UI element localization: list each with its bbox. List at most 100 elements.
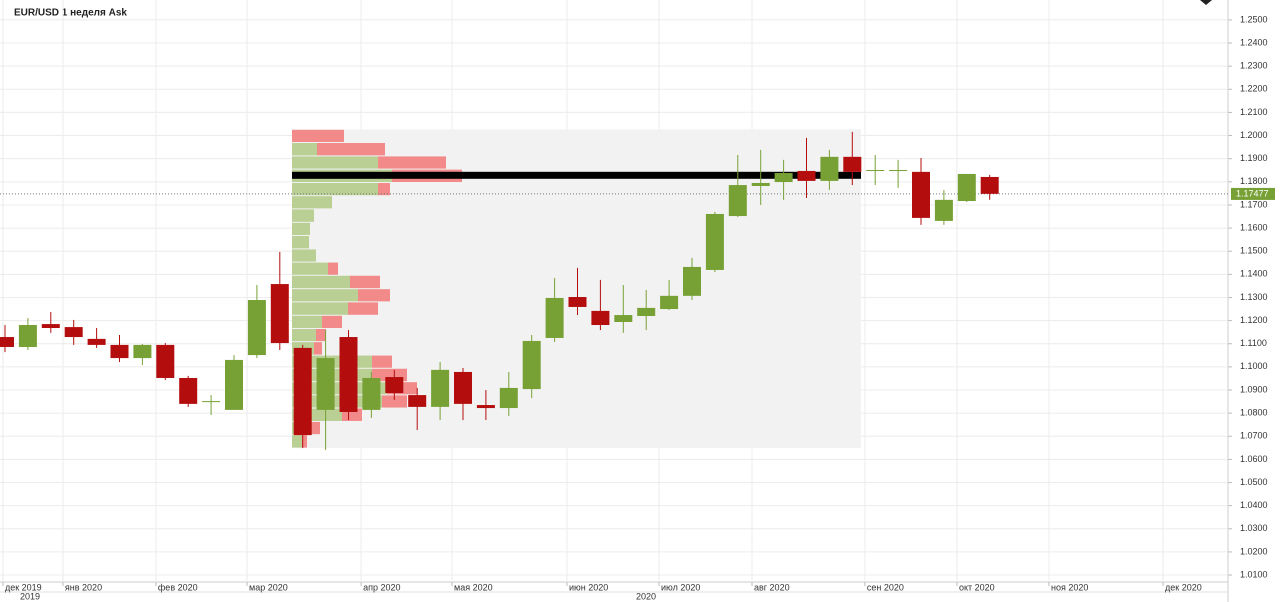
profile-sell: [382, 395, 407, 408]
y-tick-label: 1.1200: [1240, 315, 1268, 325]
candle-body: [934, 199, 953, 221]
profile-buy: [292, 262, 328, 275]
y-tick-label: 1.1700: [1240, 199, 1268, 209]
candle-body: [797, 170, 816, 181]
year-label: 2020: [636, 591, 656, 601]
profile-buy: [292, 275, 350, 289]
y-tick-label: 1.0400: [1240, 500, 1268, 510]
y-tick-label: 1.2300: [1240, 61, 1268, 71]
profile-sell: [378, 156, 446, 169]
profile-sell: [310, 421, 320, 435]
x-tick-label: фев 2020: [158, 582, 198, 592]
profile-buy: [292, 302, 348, 315]
x-tick-label: авг 2020: [754, 582, 790, 592]
candle-body: [225, 359, 243, 410]
profile-buy: [292, 183, 378, 196]
candle-body: [293, 347, 312, 436]
y-tick-label: 1.0500: [1240, 477, 1268, 487]
x-tick-label: дек 2020: [1165, 582, 1202, 592]
candle-body: [247, 300, 266, 356]
profile-sell: [378, 183, 390, 196]
candle-body: [476, 405, 495, 409]
candle-body: [774, 173, 793, 183]
candle-body: [454, 371, 472, 404]
candle-body: [866, 170, 885, 172]
x-tick-label: июн 2020: [569, 582, 608, 592]
candle-body: [568, 297, 587, 307]
candle-body: [545, 297, 564, 338]
candle-body: [705, 213, 724, 270]
y-tick-label: 1.2000: [1240, 130, 1268, 140]
candle-body: [522, 340, 541, 390]
profile-buy: [292, 328, 316, 342]
y-tick-label: 1.2200: [1240, 84, 1268, 94]
candle-body: [362, 377, 381, 410]
candle-body: [499, 387, 518, 409]
y-tick-label: 1.1800: [1240, 176, 1268, 186]
profile-sell: [292, 129, 344, 142]
x-tick-label: окт 2020: [959, 582, 995, 592]
profile-buy: [292, 156, 378, 169]
candle-body: [385, 377, 404, 394]
candle-body: [18, 325, 37, 347]
y-tick-label: 1.1100: [1240, 338, 1267, 348]
x-tick-label: июл 2020: [661, 582, 700, 592]
profile-sell: [350, 275, 380, 289]
y-tick-label: 1.2400: [1240, 37, 1268, 47]
x-tick-label: сен 2020: [867, 582, 904, 592]
chart-title: EUR/USD 1 неделя Ask: [14, 8, 127, 19]
y-tick-label: 1.1000: [1240, 361, 1268, 371]
x-tick-label: апр 2020: [363, 582, 400, 592]
profile-sell: [314, 342, 322, 355]
y-tick-label: 1.1500: [1240, 246, 1268, 256]
candle-body: [614, 315, 633, 322]
profile-buy: [292, 249, 316, 262]
profile-sell: [316, 328, 326, 342]
profile-sell: [328, 262, 338, 275]
y-tick-label: 1.0800: [1240, 408, 1268, 418]
candle-body: [110, 344, 129, 359]
candle-body: [683, 266, 701, 296]
point-of-control: [292, 171, 861, 179]
candle-body: [270, 284, 289, 344]
profile-buy: [292, 235, 309, 249]
y-tick-label: 1.1900: [1240, 153, 1268, 163]
y-tick-label: 1.0900: [1240, 384, 1268, 394]
candle-body: [156, 344, 175, 378]
candle-body: [957, 173, 976, 202]
candle-body: [408, 395, 427, 407]
candle-body: [339, 337, 358, 412]
x-tick-label: янв 2020: [65, 582, 102, 592]
y-tick-label: 1.0100: [1240, 569, 1268, 579]
candle-body: [64, 327, 83, 338]
candle-body: [202, 401, 221, 403]
candle-body: [591, 310, 610, 326]
candle-body: [889, 170, 908, 172]
profile-sell: [317, 142, 385, 156]
profile-sell: [372, 355, 392, 368]
candle-body: [751, 182, 770, 186]
profile-buy: [292, 142, 317, 156]
menu-icon[interactable]: [1200, 0, 1212, 5]
y-tick-label: 1.0300: [1240, 523, 1268, 533]
y-tick-label: 1.0200: [1240, 546, 1268, 556]
candle-body: [912, 171, 930, 218]
profile-buy: [292, 435, 302, 448]
y-tick-label: 1.1300: [1240, 292, 1268, 302]
candle-body: [637, 307, 656, 316]
profile-sell: [302, 435, 307, 448]
x-tick-label: ноя 2020: [1051, 582, 1088, 592]
y-tick-label: 1.0600: [1240, 454, 1268, 464]
profile-buy: [292, 395, 382, 408]
x-tick-label: мая 2020: [454, 582, 493, 592]
candle-body: [728, 185, 747, 217]
candle-body: [41, 324, 60, 329]
candle-body: [431, 369, 450, 407]
profile-buy: [292, 209, 314, 222]
candle-body: [87, 338, 106, 345]
candle-body: [316, 358, 335, 410]
y-tick-label: 1.0700: [1240, 431, 1268, 441]
candle-body: [820, 156, 839, 181]
last-price-label: 1.17477: [1236, 188, 1269, 198]
